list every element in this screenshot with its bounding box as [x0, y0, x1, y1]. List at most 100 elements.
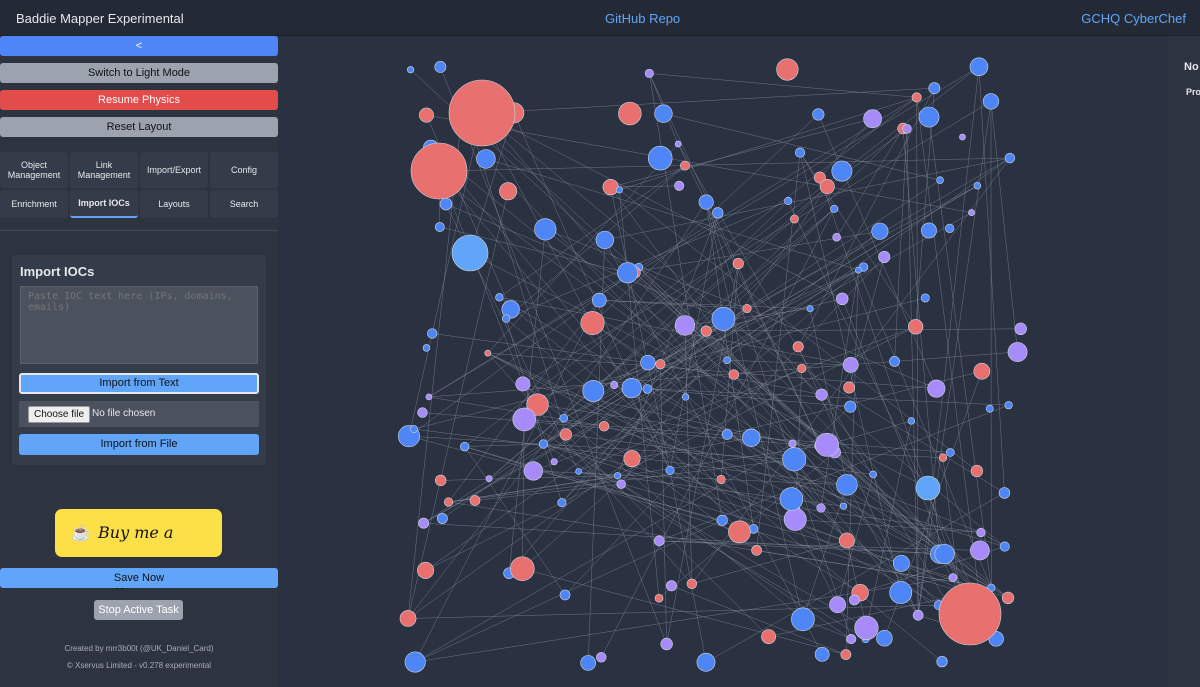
graph-node[interactable]	[435, 474, 447, 487]
graph-node[interactable]	[640, 355, 656, 371]
graph-node[interactable]	[623, 450, 641, 468]
graph-node[interactable]	[751, 545, 762, 556]
graph-node[interactable]	[407, 66, 415, 74]
graph-node[interactable]	[410, 425, 418, 433]
tab[interactable]: Search	[210, 190, 278, 218]
graph-node[interactable]	[469, 495, 481, 506]
cyberchef-link[interactable]: GCHQ CyberChef	[1081, 11, 1186, 26]
graph-node[interactable]	[617, 262, 639, 284]
graph-node[interactable]	[682, 393, 690, 401]
graph-node[interactable]	[982, 93, 1000, 110]
graph-node[interactable]	[495, 293, 504, 302]
graph-node[interactable]	[889, 356, 900, 367]
graph-node[interactable]	[526, 393, 549, 416]
graph-node[interactable]	[921, 222, 937, 239]
graph-node[interactable]	[618, 101, 642, 126]
graph-node[interactable]	[985, 404, 994, 413]
graph-node[interactable]	[839, 502, 848, 510]
graph-node[interactable]	[843, 381, 856, 394]
graph-canvas[interactable]	[278, 36, 1168, 687]
choose-file-button[interactable]: Choose file	[28, 406, 91, 423]
graph-node[interactable]	[836, 474, 858, 496]
graph-node[interactable]	[969, 57, 989, 77]
graph-node[interactable]	[806, 305, 814, 313]
graph-node[interactable]	[595, 230, 614, 250]
graph-node[interactable]	[830, 204, 839, 213]
graph-node[interactable]	[550, 458, 558, 466]
graph-node[interactable]	[680, 160, 690, 171]
graph-node[interactable]	[660, 637, 673, 651]
graph-node[interactable]	[742, 304, 752, 314]
graph-node[interactable]	[674, 315, 696, 336]
graph-node[interactable]	[970, 464, 984, 478]
graph-node[interactable]	[849, 594, 860, 606]
graph-node[interactable]	[443, 497, 454, 507]
graph-node[interactable]	[816, 503, 826, 513]
graph-node[interactable]	[815, 432, 839, 457]
graph-node[interactable]	[700, 325, 712, 337]
graph-node[interactable]	[876, 630, 893, 647]
graph-node[interactable]	[936, 176, 944, 184]
graph-node[interactable]	[902, 123, 912, 134]
graph-node[interactable]	[779, 487, 804, 511]
graph-node[interactable]	[776, 58, 799, 81]
graph-node[interactable]	[559, 428, 572, 441]
graph-node[interactable]	[642, 384, 653, 394]
graph-node[interactable]	[840, 649, 852, 660]
graph-node[interactable]	[580, 311, 605, 336]
graph-node[interactable]	[418, 107, 434, 123]
tab[interactable]: Link Management	[70, 152, 138, 188]
graph-node[interactable]	[782, 447, 807, 472]
graph-node[interactable]	[938, 453, 948, 462]
graph-node[interactable]	[686, 578, 698, 590]
tab[interactable]: Layouts	[140, 190, 208, 218]
graph-node[interactable]	[655, 359, 666, 370]
graph-node[interactable]	[844, 400, 857, 413]
graph-node[interactable]	[907, 417, 916, 425]
graph-node[interactable]	[973, 182, 982, 190]
graph-node[interactable]	[814, 646, 830, 662]
graph-node[interactable]	[970, 540, 990, 561]
graph-node[interactable]	[582, 380, 605, 402]
graph-node[interactable]	[644, 68, 654, 78]
graph-node[interactable]	[616, 479, 626, 489]
graph-node[interactable]	[557, 498, 567, 508]
graph-node[interactable]	[418, 517, 430, 529]
graph-node[interactable]	[918, 106, 940, 128]
graph-node[interactable]	[499, 182, 518, 201]
graph-node[interactable]	[698, 194, 714, 210]
save-button[interactable]: Save Now	[0, 568, 278, 588]
graph-node[interactable]	[792, 341, 804, 353]
graph-node[interactable]	[602, 179, 619, 196]
graph-node[interactable]	[959, 133, 966, 141]
graph-node[interactable]	[908, 319, 924, 335]
graph-node[interactable]	[998, 487, 1011, 499]
graph-node[interactable]	[711, 307, 736, 331]
graph-node[interactable]	[674, 180, 685, 191]
graph-node[interactable]	[863, 109, 882, 129]
graph-node[interactable]	[621, 377, 642, 399]
graph-node[interactable]	[596, 652, 607, 663]
graph-node[interactable]	[761, 629, 777, 645]
graph-node[interactable]	[854, 615, 879, 641]
graph-node[interactable]	[945, 448, 955, 457]
graph-node[interactable]	[783, 507, 807, 531]
graph-node[interactable]	[790, 214, 799, 224]
tab[interactable]: Object Management	[0, 152, 68, 188]
graph-node[interactable]	[928, 82, 941, 95]
graph-node[interactable]	[654, 104, 673, 123]
graph-node[interactable]	[523, 461, 543, 481]
graph-node[interactable]	[716, 474, 726, 484]
graph-node[interactable]	[410, 142, 468, 200]
graph-node[interactable]	[936, 656, 948, 668]
graph-node[interactable]	[653, 535, 665, 547]
graph-node[interactable]	[842, 357, 859, 373]
graph-node[interactable]	[665, 580, 677, 592]
graph-node[interactable]	[976, 527, 986, 538]
graph-node[interactable]	[831, 160, 853, 182]
graph-node[interactable]	[869, 470, 878, 479]
graph-node[interactable]	[791, 607, 815, 632]
graph-node[interactable]	[892, 554, 910, 572]
graph-node[interactable]	[832, 232, 841, 242]
graph-node[interactable]	[1001, 591, 1015, 605]
